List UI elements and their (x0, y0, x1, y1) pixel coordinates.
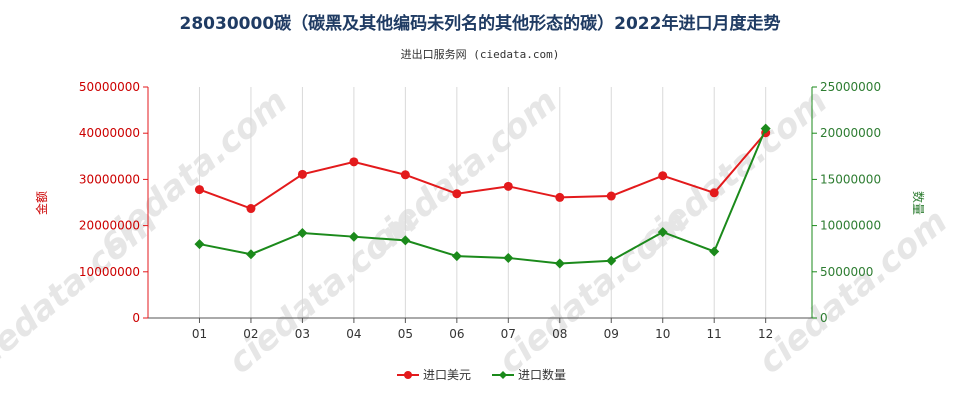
data-point-0 (606, 191, 616, 201)
left-tick-label: 30000000 (79, 172, 140, 186)
x-tick-label: 01 (192, 327, 207, 341)
data-point-0 (709, 188, 719, 198)
data-point-1 (297, 227, 308, 238)
right-tick-label: 15000000 (820, 172, 881, 186)
x-tick-label: 07 (501, 327, 516, 341)
data-point-0 (297, 169, 307, 179)
legend-marker-1 (499, 371, 507, 379)
x-tick-label: 10 (655, 327, 670, 341)
x-tick-label: 09 (604, 327, 619, 341)
data-point-1 (451, 251, 462, 262)
left-axis-label: 金额 (34, 191, 49, 215)
x-tick-label: 04 (346, 327, 361, 341)
right-tick-label: 20000000 (820, 126, 881, 140)
chart-title: 28030000碳（碳黑及其他编码未列名的其他形态的碳）2022年进口月度走势 (179, 14, 781, 34)
x-tick-label: 08 (552, 327, 567, 341)
x-tick-label: 12 (758, 327, 773, 341)
data-point-1 (760, 123, 771, 134)
right-tick-label: 25000000 (820, 80, 881, 94)
legend-marker-0 (404, 371, 412, 379)
data-point-1 (194, 239, 205, 250)
x-tick-label: 06 (449, 327, 464, 341)
series-line-0 (199, 132, 767, 210)
left-tick-label: 20000000 (79, 219, 140, 233)
right-tick-label: 5000000 (820, 265, 873, 279)
x-tick-label: 02 (243, 327, 258, 341)
data-point-0 (349, 157, 359, 167)
data-point-0 (400, 170, 410, 180)
left-tick-label: 10000000 (79, 265, 140, 279)
left-tick-label: 40000000 (79, 126, 140, 140)
data-point-0 (452, 189, 462, 199)
data-point-1 (348, 231, 359, 242)
right-axis-label: 数量 (911, 191, 926, 215)
x-tick-label: 03 (295, 327, 310, 341)
data-point-1 (709, 246, 720, 257)
legend-label-1: 进口数量 (518, 367, 566, 382)
data-point-0 (246, 204, 256, 214)
data-point-1 (657, 227, 668, 238)
data-point-1 (400, 235, 411, 246)
data-point-0 (503, 181, 513, 191)
data-point-0 (194, 185, 204, 195)
left-tick-label: 50000000 (79, 80, 140, 94)
x-tick-label: 05 (398, 327, 413, 341)
x-tick-label: 11 (707, 327, 722, 341)
chart-subtitle: 进出口服务网 (ciedata.com) (400, 48, 560, 61)
data-point-1 (554, 258, 565, 269)
right-tick-label: 10000000 (820, 219, 881, 233)
series-line-1 (199, 128, 767, 265)
legend-label-0: 进口美元 (423, 368, 471, 382)
right-tick-label: 0 (820, 311, 828, 325)
left-tick-label: 0 (132, 311, 140, 325)
data-point-0 (555, 192, 565, 202)
data-point-1 (245, 249, 256, 260)
data-point-1 (503, 252, 514, 263)
data-point-0 (658, 171, 668, 181)
data-point-1 (606, 255, 617, 266)
